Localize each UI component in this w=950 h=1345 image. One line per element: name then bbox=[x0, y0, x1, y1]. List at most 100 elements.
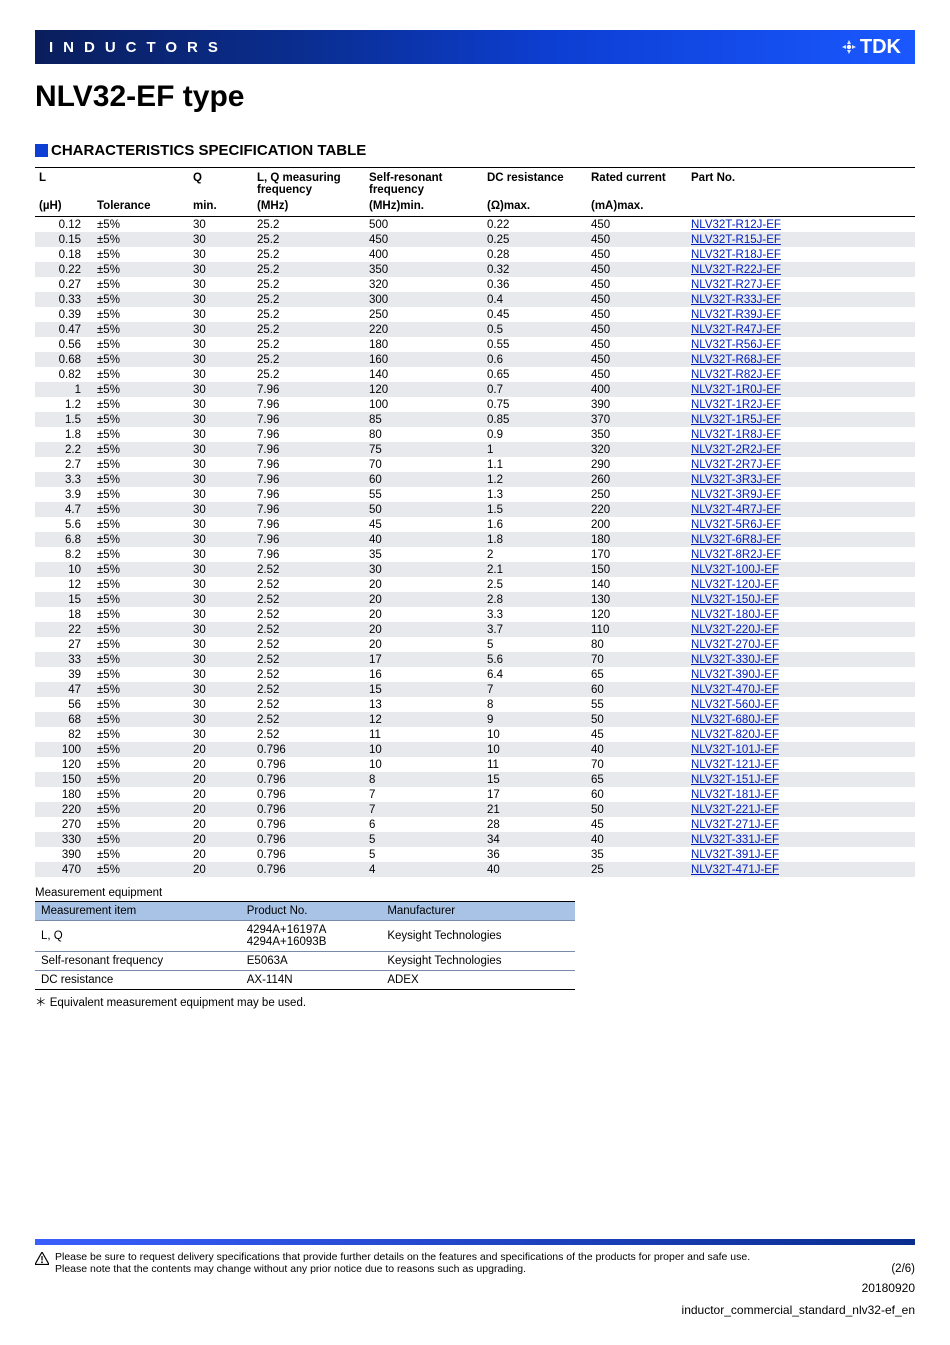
spec-cell: 7.96 bbox=[253, 397, 365, 412]
part-number-link[interactable]: NLV32T-R12J-EF bbox=[691, 219, 781, 231]
table-row: 1.8±5%307.96800.9350NLV32T-1R8J-EF bbox=[35, 427, 915, 442]
spec-cell: ±5% bbox=[93, 787, 189, 802]
table-row: 27±5%302.5220580NLV32T-270J-EF bbox=[35, 637, 915, 652]
spec-header: L bbox=[35, 168, 93, 199]
spec-cell: 85 bbox=[365, 412, 483, 427]
spec-cell: ±5% bbox=[93, 472, 189, 487]
part-number-link[interactable]: NLV32T-331J-EF bbox=[691, 834, 779, 846]
part-number-link[interactable]: NLV32T-6R8J-EF bbox=[691, 534, 781, 546]
spec-cell: 5.6 bbox=[35, 517, 93, 532]
spec-cell: 0.75 bbox=[483, 397, 587, 412]
spec-cell: 400 bbox=[365, 247, 483, 262]
spec-cell: 450 bbox=[587, 247, 687, 262]
part-number-link[interactable]: NLV32T-4R7J-EF bbox=[691, 504, 781, 516]
spec-cell: 2.52 bbox=[253, 667, 365, 682]
part-number-cell: NLV32T-2R2J-EF bbox=[687, 442, 915, 457]
spec-cell: 70 bbox=[365, 457, 483, 472]
part-number-cell: NLV32T-390J-EF bbox=[687, 667, 915, 682]
spec-cell: ±5% bbox=[93, 772, 189, 787]
spec-cell: 0.796 bbox=[253, 832, 365, 847]
part-number-link[interactable]: NLV32T-270J-EF bbox=[691, 639, 779, 651]
part-number-link[interactable]: NLV32T-R56J-EF bbox=[691, 339, 781, 351]
part-number-link[interactable]: NLV32T-3R9J-EF bbox=[691, 489, 781, 501]
spec-cell: 28 bbox=[483, 817, 587, 832]
spec-cell: 2.8 bbox=[483, 592, 587, 607]
part-number-link[interactable]: NLV32T-R22J-EF bbox=[691, 264, 781, 276]
part-number-link[interactable]: NLV32T-470J-EF bbox=[691, 684, 779, 696]
part-number-link[interactable]: NLV32T-R15J-EF bbox=[691, 234, 781, 246]
spec-cell: 65 bbox=[587, 772, 687, 787]
part-number-link[interactable]: NLV32T-100J-EF bbox=[691, 564, 779, 576]
part-number-link[interactable]: NLV32T-330J-EF bbox=[691, 654, 779, 666]
part-number-link[interactable]: NLV32T-1R2J-EF bbox=[691, 399, 781, 411]
part-number-link[interactable]: NLV32T-221J-EF bbox=[691, 804, 779, 816]
spec-cell: 0.22 bbox=[35, 262, 93, 277]
spec-cell: 450 bbox=[587, 217, 687, 233]
part-number-cell: NLV32T-181J-EF bbox=[687, 787, 915, 802]
spec-cell: ±5% bbox=[93, 757, 189, 772]
part-number-link[interactable]: NLV32T-R68J-EF bbox=[691, 354, 781, 366]
spec-cell: 20 bbox=[189, 772, 253, 787]
part-number-link[interactable]: NLV32T-8R2J-EF bbox=[691, 549, 781, 561]
spec-cell: 30 bbox=[189, 382, 253, 397]
part-number-link[interactable]: NLV32T-1R5J-EF bbox=[691, 414, 781, 426]
part-number-cell: NLV32T-180J-EF bbox=[687, 607, 915, 622]
part-number-link[interactable]: NLV32T-390J-EF bbox=[691, 669, 779, 681]
part-number-link[interactable]: NLV32T-391J-EF bbox=[691, 849, 779, 861]
spec-cell: 450 bbox=[587, 262, 687, 277]
part-number-link[interactable]: NLV32T-R82J-EF bbox=[691, 369, 781, 381]
part-number-link[interactable]: NLV32T-820J-EF bbox=[691, 729, 779, 741]
part-number-link[interactable]: NLV32T-101J-EF bbox=[691, 744, 779, 756]
spec-cell: ±5% bbox=[93, 217, 189, 233]
spec-cell: 20 bbox=[189, 787, 253, 802]
part-number-link[interactable]: NLV32T-181J-EF bbox=[691, 789, 779, 801]
spec-cell: 5.6 bbox=[483, 652, 587, 667]
table-row: 2.2±5%307.96751320NLV32T-2R2J-EF bbox=[35, 442, 915, 457]
part-number-link[interactable]: NLV32T-R39J-EF bbox=[691, 309, 781, 321]
part-number-link[interactable]: NLV32T-471J-EF bbox=[691, 864, 779, 876]
part-number-link[interactable]: NLV32T-220J-EF bbox=[691, 624, 779, 636]
part-number-link[interactable]: NLV32T-151J-EF bbox=[691, 774, 779, 786]
part-number-link[interactable]: NLV32T-R18J-EF bbox=[691, 249, 781, 261]
spec-cell: 30 bbox=[189, 487, 253, 502]
part-number-link[interactable]: NLV32T-1R0J-EF bbox=[691, 384, 781, 396]
spec-cell: ±5% bbox=[93, 232, 189, 247]
spec-cell: ±5% bbox=[93, 862, 189, 877]
part-number-link[interactable]: NLV32T-R27J-EF bbox=[691, 279, 781, 291]
part-number-link[interactable]: NLV32T-R33J-EF bbox=[691, 294, 781, 306]
spec-cell: 25.2 bbox=[253, 352, 365, 367]
spec-cell: 350 bbox=[587, 427, 687, 442]
part-number-link[interactable]: NLV32T-1R8J-EF bbox=[691, 429, 781, 441]
spec-cell: 1 bbox=[483, 442, 587, 457]
part-number-link[interactable]: NLV32T-3R3J-EF bbox=[691, 474, 781, 486]
part-number-link[interactable]: NLV32T-2R7J-EF bbox=[691, 459, 781, 471]
spec-cell: 80 bbox=[365, 427, 483, 442]
part-number-link[interactable]: NLV32T-180J-EF bbox=[691, 609, 779, 621]
part-number-link[interactable]: NLV32T-150J-EF bbox=[691, 594, 779, 606]
part-number-link[interactable]: NLV32T-R47J-EF bbox=[691, 324, 781, 336]
part-number-link[interactable]: NLV32T-120J-EF bbox=[691, 579, 779, 591]
part-number-link[interactable]: NLV32T-2R2J-EF bbox=[691, 444, 781, 456]
part-number-link[interactable]: NLV32T-121J-EF bbox=[691, 759, 779, 771]
table-row: 4.7±5%307.96501.5220NLV32T-4R7J-EF bbox=[35, 502, 915, 517]
part-number-link[interactable]: NLV32T-271J-EF bbox=[691, 819, 779, 831]
spec-cell: ±5% bbox=[93, 547, 189, 562]
part-number-link[interactable]: NLV32T-680J-EF bbox=[691, 714, 779, 726]
spec-subheader: (MHz)min. bbox=[365, 198, 483, 217]
spec-cell: 55 bbox=[587, 697, 687, 712]
meas-header: Measurement item bbox=[35, 902, 241, 921]
spec-cell: 15 bbox=[483, 772, 587, 787]
spec-cell: 60 bbox=[587, 787, 687, 802]
spec-cell: 80 bbox=[587, 637, 687, 652]
part-number-cell: NLV32T-3R9J-EF bbox=[687, 487, 915, 502]
spec-cell: 2.1 bbox=[483, 562, 587, 577]
spec-cell: ±5% bbox=[93, 442, 189, 457]
spec-cell: 8 bbox=[483, 697, 587, 712]
part-number-link[interactable]: NLV32T-5R6J-EF bbox=[691, 519, 781, 531]
meas-cell: L, Q bbox=[35, 921, 241, 952]
part-number-cell: NLV32T-221J-EF bbox=[687, 802, 915, 817]
part-number-link[interactable]: NLV32T-560J-EF bbox=[691, 699, 779, 711]
spec-cell: 2.5 bbox=[483, 577, 587, 592]
spec-cell: 390 bbox=[35, 847, 93, 862]
spec-cell: 7.96 bbox=[253, 457, 365, 472]
